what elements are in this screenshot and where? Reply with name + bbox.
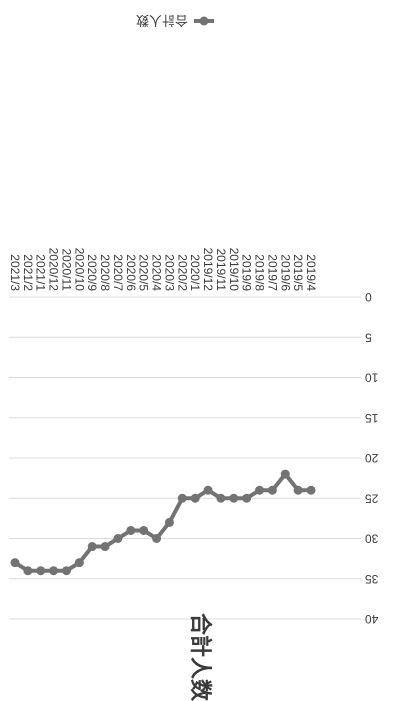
x-tick-label: 2020/7 [111, 254, 125, 291]
x-tick-label: 2021/3 [8, 254, 22, 291]
data-point [23, 566, 33, 576]
data-point [36, 566, 46, 576]
x-tick-label: 2020/9 [85, 254, 99, 291]
x-tick-label: 2019/6 [278, 254, 292, 291]
x-tick-label: 2019/12 [201, 248, 215, 292]
x-tick-label: 2019/8 [253, 254, 267, 291]
legend-marker-swatch [199, 16, 209, 26]
x-tick-label: 2019/11 [214, 249, 228, 292]
data-point [49, 566, 59, 576]
x-tick-label: 2020/5 [137, 254, 151, 291]
data-point [267, 485, 277, 495]
x-tick-label: 2020/1 [188, 254, 202, 291]
y-tick-label: 10 [365, 371, 379, 385]
y-tick-label: 40 [365, 612, 379, 626]
x-tick-label: 2020/3 [162, 254, 176, 291]
y-tick-label: 15 [365, 411, 379, 425]
y-tick-label: 5 [365, 330, 372, 344]
data-point [126, 525, 136, 535]
legend-label: 合計人数 [136, 13, 188, 28]
data-point [87, 542, 97, 552]
data-point [255, 485, 265, 495]
x-tick-label: 2020/4 [150, 254, 164, 291]
x-tick-label: 2021/1 [34, 254, 48, 291]
x-tick-label: 2019/5 [291, 254, 305, 291]
x-tick-label: 2020/12 [47, 248, 61, 292]
data-point [164, 517, 174, 527]
x-tick-label: 2021/2 [21, 254, 35, 291]
data-point [306, 485, 316, 495]
data-point [139, 525, 149, 535]
x-tick-label: 2019/7 [265, 254, 279, 291]
x-tick-label: 2020/10 [72, 248, 86, 292]
data-point [280, 469, 290, 479]
y-tick-label: 35 [365, 572, 379, 586]
y-tick-label: 25 [365, 491, 379, 505]
series-layer [10, 469, 316, 576]
data-point [61, 566, 71, 576]
legend: 合計人数 [136, 13, 214, 28]
data-point [113, 534, 123, 543]
x-tick-label: 2020/6 [124, 254, 138, 291]
data-point [100, 542, 110, 552]
x-tick-label: 2019/10 [227, 248, 241, 292]
x-tick-label: 2020/2 [175, 254, 189, 291]
data-point [10, 558, 20, 568]
x-tick-label: 2019/9 [240, 254, 254, 291]
x-axis-tick-labels: 2019/42019/52019/62019/72019/82019/92019… [8, 248, 318, 292]
data-point [74, 558, 84, 568]
series-line [13, 472, 313, 573]
data-point [203, 485, 213, 495]
data-point [190, 493, 200, 503]
data-point [216, 493, 226, 503]
x-tick-label: 2020/11 [59, 249, 73, 292]
y-tick-label: 20 [365, 451, 379, 465]
y-tick-label: 0 [365, 290, 372, 304]
data-point [177, 493, 187, 503]
x-tick-label: 2019/4 [304, 254, 318, 291]
data-point [152, 534, 162, 543]
y-axis-tick-labels: 0 5 10 15 20 25 30 35 40 [365, 290, 379, 626]
chart-title: 合計人数 [188, 613, 213, 701]
data-point [293, 485, 303, 495]
data-point [242, 493, 252, 503]
data-point [229, 493, 239, 503]
y-tick-label: 30 [365, 532, 379, 546]
x-tick-label: 2020/8 [98, 254, 112, 291]
